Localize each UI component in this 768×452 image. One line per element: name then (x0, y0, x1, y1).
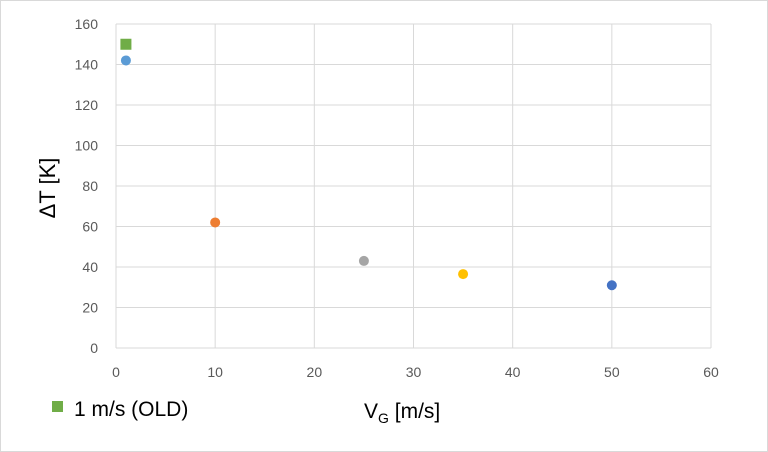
legend: 1 m/s (OLD) (52, 398, 188, 421)
y-tick-label: 140 (75, 57, 99, 73)
y-tick-label: 0 (90, 340, 98, 356)
data-point (210, 217, 221, 228)
y-tick-label: 160 (75, 16, 99, 32)
legend-marker-square (52, 401, 63, 412)
y-tick-label: 20 (82, 300, 98, 316)
x-tick-label: 30 (406, 364, 422, 380)
x-tick-label: 10 (207, 364, 223, 380)
y-tick-label: 60 (82, 219, 98, 235)
x-tick-label: 0 (112, 364, 120, 380)
data-point (606, 280, 617, 291)
x-axis-title: VG [m/s] (364, 400, 440, 426)
x-tick-label: 50 (604, 364, 620, 380)
legend-label: 1 m/s (OLD) (74, 398, 188, 421)
y-axis-title: ΔT [K] (35, 158, 60, 219)
x-axis-title-subscript: G (378, 410, 389, 426)
x-tick-label: 40 (505, 364, 521, 380)
x-axis-title-unit: [m/s] (389, 400, 440, 423)
x-tick-label: 20 (307, 364, 323, 380)
y-axis-ticks: 0 20 40 60 80 100 120 140 160 (75, 16, 99, 356)
y-tick-label: 100 (75, 138, 99, 154)
data-points (120, 38, 617, 291)
x-axis-title-main: V (364, 400, 378, 423)
data-point (358, 255, 369, 266)
y-tick-label: 40 (82, 259, 98, 275)
y-tick-label: 80 (82, 178, 98, 194)
x-tick-label: 60 (703, 364, 719, 380)
x-axis-ticks: 0 10 20 30 40 50 60 (112, 364, 719, 380)
data-point-square (120, 38, 132, 50)
data-point (120, 55, 131, 66)
y-tick-label: 120 (75, 97, 99, 113)
data-point (458, 269, 469, 280)
gridlines (115, 23, 712, 349)
